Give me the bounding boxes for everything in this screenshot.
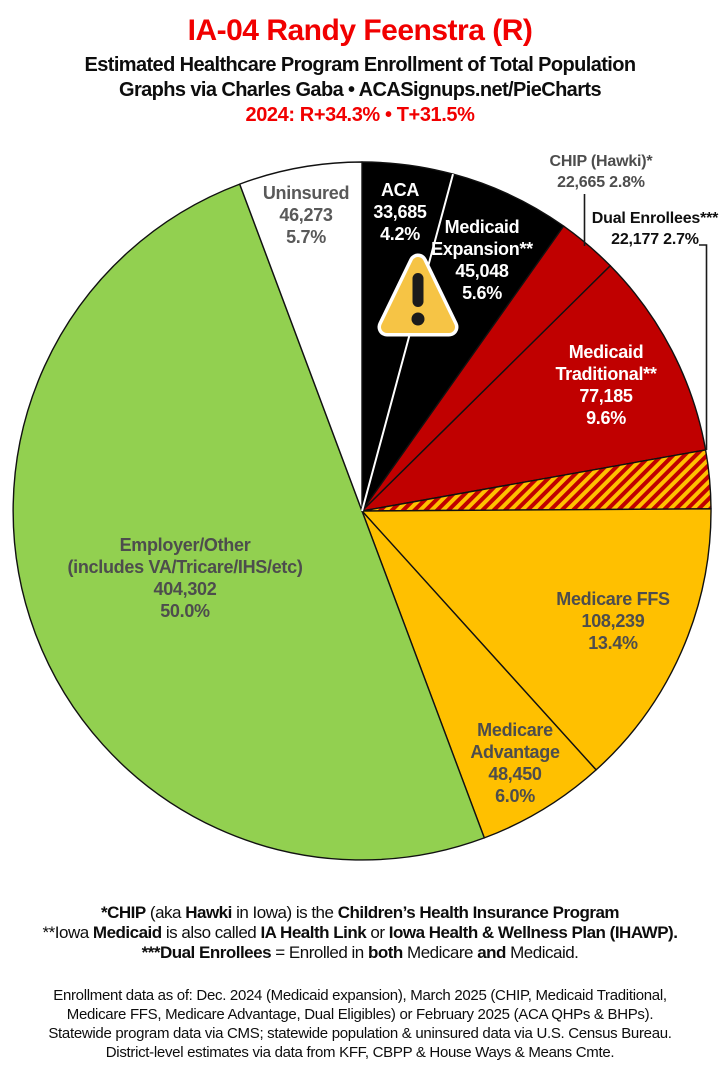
slice-name: Traditional** [555, 364, 657, 384]
slice-value-percent: 22,665 2.8% [557, 174, 645, 191]
footnotes: *CHIP (aka Hawki in Iowa) is the Childre… [0, 903, 720, 963]
slice-percent: 9.6% [586, 408, 626, 428]
slice-value: 77,185 [579, 386, 633, 406]
chart-byline: Graphs via Charles Gaba • ACASignups.net… [119, 79, 602, 101]
slice-name: Uninsured [262, 183, 350, 203]
source-line: Statewide program data via CMS; statewid… [48, 1025, 672, 1042]
source-line: Enrollment data as of: Dec. 2024 (Medica… [53, 987, 667, 1004]
slice-percent: 5.6% [462, 283, 502, 303]
slice-divider-line [361, 173, 454, 512]
warning-icon [377, 253, 459, 337]
pie-chart-area: Uninsured 46,273 5.7% ACA 33,685 4.2% Me… [0, 130, 720, 875]
slice-percent: 4.2% [380, 224, 420, 244]
slice-label-medicare-ffs: Medicare FFS 108,239 13.4% [556, 588, 670, 654]
slice-label-medicaid-traditional: Medicaid Traditional** 77,185 9.6% [555, 341, 656, 429]
slice-name: Employer/Other [119, 535, 251, 555]
header: IA-04 Randy Feenstra (R) Estimated Healt… [0, 0, 720, 127]
slice-percent: 13.4% [588, 633, 638, 653]
slice-label-chip: CHIP (Hawki)* 22,665 2.8% [550, 151, 653, 193]
slice-name: (includes VA/Tricare/IHS/etc) [67, 557, 303, 577]
dual-enrollees-leader-line [699, 244, 708, 450]
pie-slice-medicare-ffs [361, 508, 712, 771]
slice-name: Dual Enrollees*** [591, 210, 719, 227]
slice-name: ACA [380, 180, 420, 200]
slice-name: Medicaid [444, 217, 520, 237]
slice-percent: 50.0% [160, 601, 210, 621]
slice-value: 45,048 [455, 261, 509, 281]
slice-label-medicaid-expansion: Medicaid Expansion** 45,048 5.6% [431, 216, 533, 304]
footnote-line-chip: *CHIP (aka Hawki in Iowa) is the Childre… [100, 903, 620, 922]
slice-name: Medicaid [568, 342, 644, 362]
slice-value: 404,302 [153, 579, 217, 599]
page-title: IA-04 Randy Feenstra (R) [187, 14, 533, 47]
partisan-lean-line: 2024: R+34.3% • T+31.5% [245, 104, 475, 126]
footnote-line-dual: ***Dual Enrollees = Enrolled in both Med… [141, 943, 579, 962]
slice-value: 33,685 [373, 202, 427, 222]
slice-name: Medicare FFS [556, 589, 670, 609]
slice-label-uninsured: Uninsured 46,273 5.7% [262, 182, 350, 248]
pie-chart [12, 161, 712, 861]
slice-value: 46,273 [279, 205, 333, 225]
slice-value-percent: 22,177 2.7% [611, 231, 699, 248]
chart-subtitle: Estimated Healthcare Program Enrollment … [84, 54, 637, 76]
slice-value: 108,239 [581, 611, 645, 631]
pie-slice-medicare-advantage [361, 510, 597, 839]
pie-slices-group [12, 161, 712, 861]
pie-slice-uninsured [239, 161, 363, 512]
source-line: District-level estimates via data from K… [105, 1044, 615, 1061]
slice-label-aca: ACA 33,685 4.2% [373, 179, 427, 245]
pie-slice-medicaid-traditional [361, 265, 707, 512]
slice-name: Advantage [470, 742, 560, 762]
slice-name: Medicare [477, 720, 553, 740]
source-line: Medicare FFS, Medicare Advantage, Dual E… [66, 1006, 654, 1023]
slice-name: CHIP (Hawki)* [549, 153, 653, 170]
slice-label-employer-other: Employer/Other (includes VA/Tricare/IHS/… [67, 534, 302, 622]
slice-label-medicare-advantage: Medicare Advantage 48,450 6.0% [470, 719, 560, 807]
source-notes: Enrollment data as of: Dec. 2024 (Medica… [0, 986, 720, 1062]
footnote-line-medicaid: **Iowa Medicaid is also called IA Health… [42, 923, 678, 942]
pie-slice-employer-other [12, 183, 485, 861]
slice-name: Expansion** [431, 239, 533, 259]
slice-percent: 5.7% [286, 227, 326, 247]
slice-label-dual-enrollees: Dual Enrollees*** 22,177 2.7% [591, 208, 719, 250]
slice-percent: 6.0% [495, 786, 535, 806]
slice-value: 48,450 [488, 764, 542, 784]
